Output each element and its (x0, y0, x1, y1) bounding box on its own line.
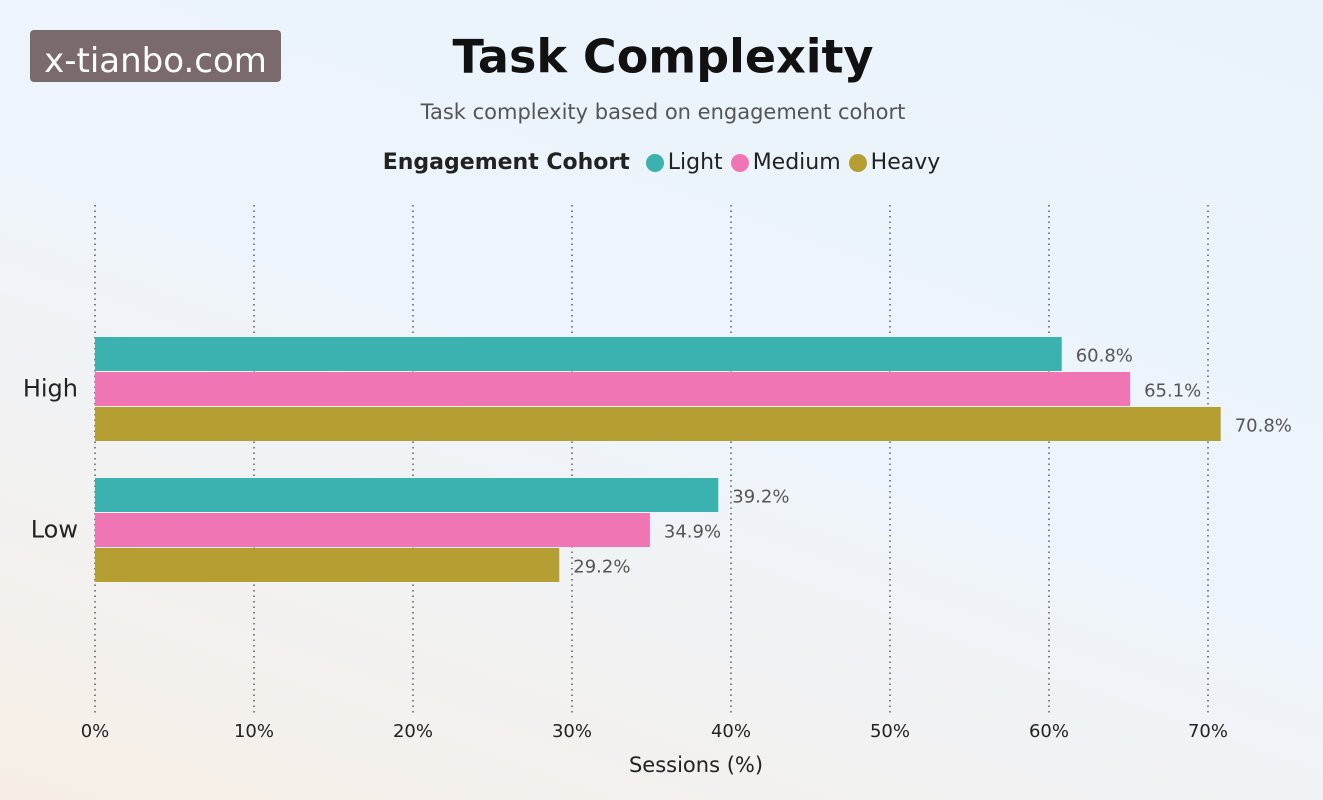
value-label: 65.1% (1144, 381, 1201, 402)
x-tick-label: 0% (81, 721, 110, 742)
bar (95, 372, 1131, 406)
legend-marker (645, 153, 664, 172)
value-label: 60.8% (1076, 346, 1133, 367)
x-tick-label: 50% (870, 721, 910, 742)
legend-marker (848, 153, 867, 172)
value-label: 29.2% (573, 557, 630, 578)
legend-item[interactable]: Light (645, 150, 723, 175)
x-tick-label: 40% (711, 721, 751, 742)
x-axis-label: Sessions (%) (629, 753, 763, 777)
value-label: 34.9% (664, 522, 721, 543)
bar (95, 337, 1062, 371)
chart-subtitle: Task complexity based on engagement coho… (420, 100, 906, 124)
legend-marker (730, 153, 749, 172)
x-tick-label: 30% (552, 721, 592, 742)
bar (95, 478, 719, 512)
y-tick-label: High (23, 375, 78, 403)
legend-title: Engagement Cohort (382, 150, 630, 175)
x-tick-label: 70% (1188, 721, 1228, 742)
x-tick-label: 20% (393, 721, 433, 742)
bar (95, 513, 650, 547)
x-tick-label: 10% (234, 721, 274, 742)
y-tick-label: Low (31, 516, 78, 544)
bar (95, 548, 560, 582)
value-label: 39.2% (732, 487, 789, 508)
legend-label: Light (667, 150, 723, 175)
value-label: 70.8% (1235, 416, 1292, 437)
watermark: x-tianbo.com (30, 30, 281, 82)
x-tick-label: 60% (1029, 721, 1069, 742)
chart-title: Task Complexity (452, 30, 873, 84)
legend: Engagement Cohort Light Medium Heavy (0, 150, 1323, 175)
legend-label: Medium (752, 150, 841, 175)
bar (95, 407, 1221, 441)
legend-item[interactable]: Medium (730, 150, 841, 175)
legend-item[interactable]: Heavy (848, 150, 941, 175)
legend-label: Heavy (870, 150, 941, 175)
